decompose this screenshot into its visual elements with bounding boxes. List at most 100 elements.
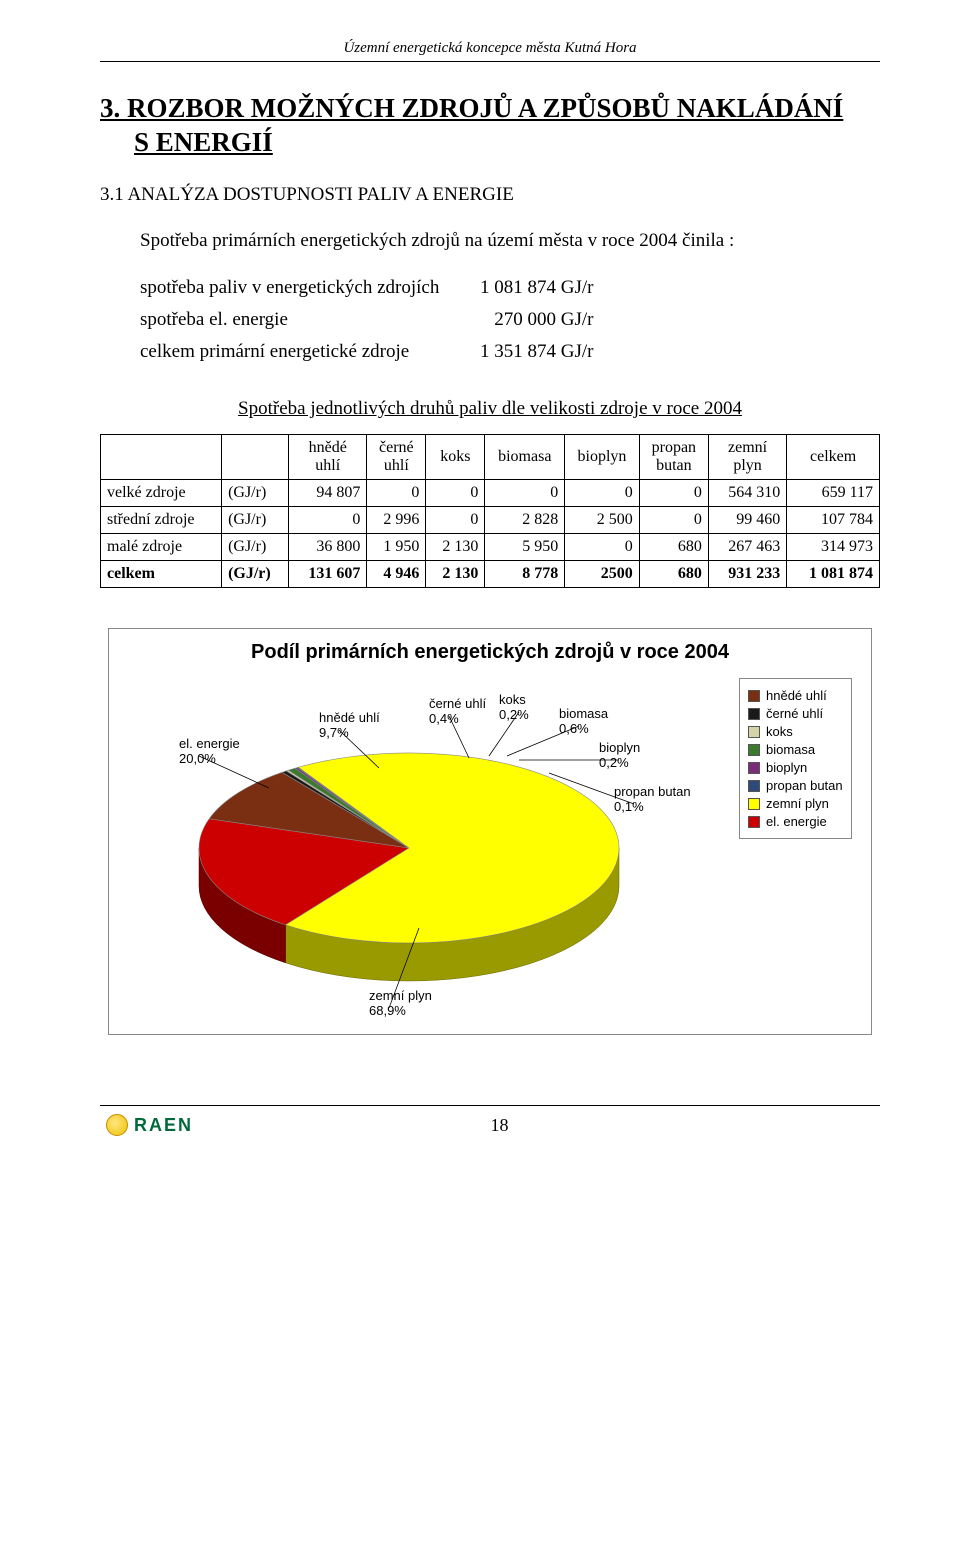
- legend-label: černé uhlí: [766, 706, 823, 721]
- consumption-value: 270 000 GJ/r: [480, 304, 880, 336]
- section-heading: 3. ROZBOR MOŽNÝCH ZDROJŮ A ZPŮSOBŮ NAKLÁ…: [100, 92, 880, 160]
- chart-label: biomasa0,6%: [559, 706, 609, 736]
- table-header-cell: černéuhlí: [367, 435, 426, 480]
- consumption-value: 1 351 874 GJ/r: [480, 336, 880, 368]
- subsection-heading: 3.1 ANALÝZA DOSTUPNOSTI PALIV A ENERGIE: [100, 184, 880, 206]
- legend-item: černé uhlí: [748, 706, 843, 721]
- table-caption: Spotřeba jednotlivých druhů paliv dle ve…: [100, 398, 880, 420]
- table-cell: 0: [639, 507, 708, 534]
- table-cell: 0: [485, 480, 565, 507]
- pie-chart-container: Podíl primárních energetických zdrojů v …: [108, 628, 872, 1035]
- table-cell: 4 946: [367, 561, 426, 588]
- legend-swatch: [748, 762, 760, 774]
- running-header: Územní energetická koncepce města Kutná …: [100, 40, 880, 62]
- table-cell: celkem: [101, 561, 222, 588]
- legend-label: bioplyn: [766, 760, 807, 775]
- table-cell: 0: [565, 534, 640, 561]
- legend-swatch: [748, 708, 760, 720]
- intro-paragraph: Spotřeba primárních energetických zdrojů…: [100, 230, 880, 252]
- table-cell: 2 828: [485, 507, 565, 534]
- consumption-row: celkem primární energetické zdroje1 351 …: [100, 336, 880, 368]
- legend-label: propan butan: [766, 778, 843, 793]
- consumption-label: spotřeba paliv v energetických zdrojích: [100, 272, 480, 304]
- chart-legend: hnědé uhlí černé uhlí koks biomasa bioplyn pr…: [739, 678, 852, 839]
- table-row: velké zdroje(GJ/r)94 80700000564 310659 …: [101, 480, 880, 507]
- table-cell: střední zdroje: [101, 507, 222, 534]
- legend-swatch: [748, 744, 760, 756]
- table-cell: 94 807: [289, 480, 367, 507]
- table-row: celkem(GJ/r)131 6074 9462 1308 778250068…: [101, 561, 880, 588]
- table-cell: 931 233: [708, 561, 786, 588]
- table-cell: 267 463: [708, 534, 786, 561]
- table-cell: 0: [289, 507, 367, 534]
- legend-item: koks: [748, 724, 843, 739]
- table-cell: 0: [639, 480, 708, 507]
- table-header-cell: koks: [426, 435, 485, 480]
- chart-label: koks0,2%: [499, 692, 529, 722]
- legend-item: propan butan: [748, 778, 843, 793]
- brand-logo: RAEN: [100, 1112, 199, 1138]
- table-cell: 99 460: [708, 507, 786, 534]
- legend-swatch: [748, 798, 760, 810]
- legend-label: el. energie: [766, 814, 827, 829]
- legend-item: bioplyn: [748, 760, 843, 775]
- table-cell: 107 784: [787, 507, 880, 534]
- table-cell: 131 607: [289, 561, 367, 588]
- table-cell: 8 778: [485, 561, 565, 588]
- legend-swatch: [748, 726, 760, 738]
- chart-label: propan butan0,1%: [614, 784, 691, 814]
- table-cell: 0: [565, 480, 640, 507]
- consumption-label: spotřeba el. energie: [100, 304, 480, 336]
- legend-label: hnědé uhlí: [766, 688, 827, 703]
- footer: RAEN 18: [100, 1106, 880, 1138]
- consumption-label: celkem primární energetické zdroje: [100, 336, 480, 368]
- table-row: střední zdroje(GJ/r)02 99602 8282 500099…: [101, 507, 880, 534]
- table-cell: 2500: [565, 561, 640, 588]
- fuel-table: hnědéuhlíčernéuhlíkoksbiomasabioplynprop…: [100, 434, 880, 588]
- chart-label: bioplyn0,2%: [599, 740, 640, 770]
- table-cell: 564 310: [708, 480, 786, 507]
- table-cell: malé zdroje: [101, 534, 222, 561]
- consumption-value: 1 081 874 GJ/r: [480, 272, 880, 304]
- legend-item: hnědé uhlí: [748, 688, 843, 703]
- table-cell: 2 130: [426, 534, 485, 561]
- table-cell: velké zdroje: [101, 480, 222, 507]
- table-header-cell: [222, 435, 289, 480]
- pie-chart: el. energie20,0%hnědé uhlí9,7%černé uhlí…: [119, 678, 729, 1018]
- chart-label: zemní plyn68,9%: [369, 988, 432, 1018]
- legend-item: biomasa: [748, 742, 843, 757]
- legend-item: el. energie: [748, 814, 843, 829]
- table-cell: 1 081 874: [787, 561, 880, 588]
- consumption-row: spotřeba el. energie 270 000 GJ/r: [100, 304, 880, 336]
- legend-label: biomasa: [766, 742, 815, 757]
- table-cell: 0: [426, 480, 485, 507]
- legend-swatch: [748, 690, 760, 702]
- consumption-row: spotřeba paliv v energetických zdrojích1…: [100, 272, 880, 304]
- brand-text: RAEN: [134, 1115, 193, 1136]
- legend-item: zemní plyn: [748, 796, 843, 811]
- table-header-cell: bioplyn: [565, 435, 640, 480]
- table-cell: 680: [639, 534, 708, 561]
- chart-label: hnědé uhlí9,7%: [319, 710, 380, 740]
- legend-swatch: [748, 816, 760, 828]
- legend-swatch: [748, 780, 760, 792]
- table-cell: 659 117: [787, 480, 880, 507]
- table-cell: 2 500: [565, 507, 640, 534]
- heading-line2: S ENERGIÍ: [134, 127, 273, 157]
- chart-title: Podíl primárních energetických zdrojů v …: [119, 641, 861, 664]
- table-cell: 2 996: [367, 507, 426, 534]
- table-cell: 1 950: [367, 534, 426, 561]
- table-cell: (GJ/r): [222, 561, 289, 588]
- table-cell: (GJ/r): [222, 534, 289, 561]
- table-cell: 680: [639, 561, 708, 588]
- page: Územní energetická koncepce města Kutná …: [0, 0, 960, 1168]
- sun-icon: [106, 1114, 128, 1136]
- table-header-cell: zemníplyn: [708, 435, 786, 480]
- consumption-list: spotřeba paliv v energetických zdrojích1…: [100, 272, 880, 369]
- table-cell: 0: [367, 480, 426, 507]
- table-cell: 0: [426, 507, 485, 534]
- table-row: malé zdroje(GJ/r)36 8001 9502 1305 95006…: [101, 534, 880, 561]
- table-header-cell: celkem: [787, 435, 880, 480]
- table-cell: (GJ/r): [222, 507, 289, 534]
- table-header-cell: biomasa: [485, 435, 565, 480]
